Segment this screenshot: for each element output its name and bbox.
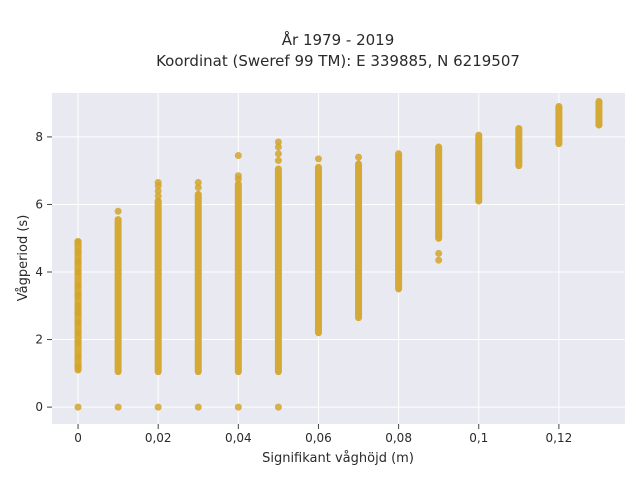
- y-axis-ticks: 0 2 4 6 8: [35, 130, 52, 414]
- x-tick-label: 0,04: [225, 431, 252, 445]
- x-axis-title: Signifikant våghöjd (m): [262, 451, 414, 466]
- scatter-point: [274, 150, 282, 158]
- scatter-point: [74, 339, 82, 347]
- y-tick-label: 8: [35, 130, 43, 144]
- x-tick-label: 0: [74, 431, 82, 445]
- x-tick-label: 0,08: [385, 431, 412, 445]
- scatter-point: [74, 248, 82, 256]
- scatter-point: [274, 143, 282, 151]
- scatter-point-band: [355, 160, 363, 322]
- chart-title-line-1: År 1979 - 2019: [282, 30, 395, 49]
- scatter-point: [435, 249, 443, 257]
- scatter-point: [74, 258, 82, 266]
- scatter-point-band: [194, 190, 202, 376]
- scatter-point: [154, 187, 162, 195]
- scatter-point: [74, 302, 82, 310]
- x-tick-label: 0,1: [469, 431, 488, 445]
- scatter-point: [234, 151, 242, 159]
- scatter-point: [234, 403, 242, 411]
- scatter-point: [74, 282, 82, 290]
- x-tick-label: 0,02: [145, 431, 172, 445]
- scatter-point-band: [515, 124, 523, 170]
- x-axis-ticks: 0 0,02 0,04 0,06 0,08 0,1 0,12: [74, 424, 572, 445]
- scatter-point: [154, 179, 162, 187]
- scatter-point: [234, 172, 242, 180]
- scatter-point-band: [154, 197, 162, 376]
- scatter-point: [274, 157, 282, 165]
- y-tick-label: 4: [35, 265, 43, 279]
- scatter-point-band: [555, 103, 563, 148]
- y-tick-label: 6: [35, 197, 43, 211]
- scatter-point: [114, 403, 122, 411]
- scatter-point-band: [595, 97, 603, 129]
- scatter-point: [154, 192, 162, 200]
- scatter-point-band: [435, 143, 443, 242]
- scatter-point: [314, 155, 322, 163]
- scatter-point-band: [314, 163, 322, 337]
- scatter-point: [355, 153, 363, 161]
- chart-title-line-2: Koordinat (Sweref 99 TM): E 339885, N 62…: [156, 52, 520, 70]
- scatter-point-band: [234, 180, 242, 376]
- scatter-point: [274, 403, 282, 411]
- x-tick-label: 0,06: [305, 431, 332, 445]
- x-tick-label: 0,12: [546, 431, 573, 445]
- scatter-point-band: [395, 150, 403, 293]
- scatter-point-band: [475, 131, 483, 205]
- scatter-point: [74, 329, 82, 337]
- plot-area: [52, 93, 625, 424]
- scatter-point-band: [114, 216, 122, 376]
- scatter-point: [74, 292, 82, 300]
- scatter-point: [274, 138, 282, 146]
- y-tick-label: 2: [35, 333, 43, 347]
- scatter-point: [74, 319, 82, 327]
- scatter-point: [74, 352, 82, 360]
- scatter-point: [74, 403, 82, 411]
- scatter-point: [74, 363, 82, 371]
- scatter-point: [194, 184, 202, 192]
- y-tick-label: 0: [35, 400, 43, 414]
- scatter-point: [194, 403, 202, 411]
- scatter-point-band: [274, 165, 282, 376]
- scatter-point: [114, 207, 122, 215]
- scatter-point: [154, 403, 162, 411]
- scatter-point: [74, 268, 82, 276]
- scatter-points: [74, 97, 603, 411]
- scatter-point: [74, 309, 82, 317]
- scatter-point: [435, 256, 443, 264]
- scatter-point: [74, 238, 82, 246]
- scatter-point: [194, 179, 202, 187]
- y-axis-title: Vågperiod (s): [16, 215, 31, 302]
